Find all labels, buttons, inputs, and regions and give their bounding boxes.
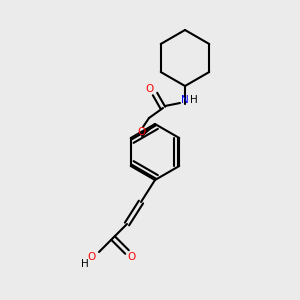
Text: H: H bbox=[81, 259, 89, 269]
Text: N: N bbox=[181, 95, 189, 105]
Text: H: H bbox=[190, 95, 198, 105]
Text: O: O bbox=[88, 252, 96, 262]
Text: O: O bbox=[137, 127, 145, 137]
Text: O: O bbox=[146, 84, 154, 94]
Text: O: O bbox=[128, 252, 136, 262]
